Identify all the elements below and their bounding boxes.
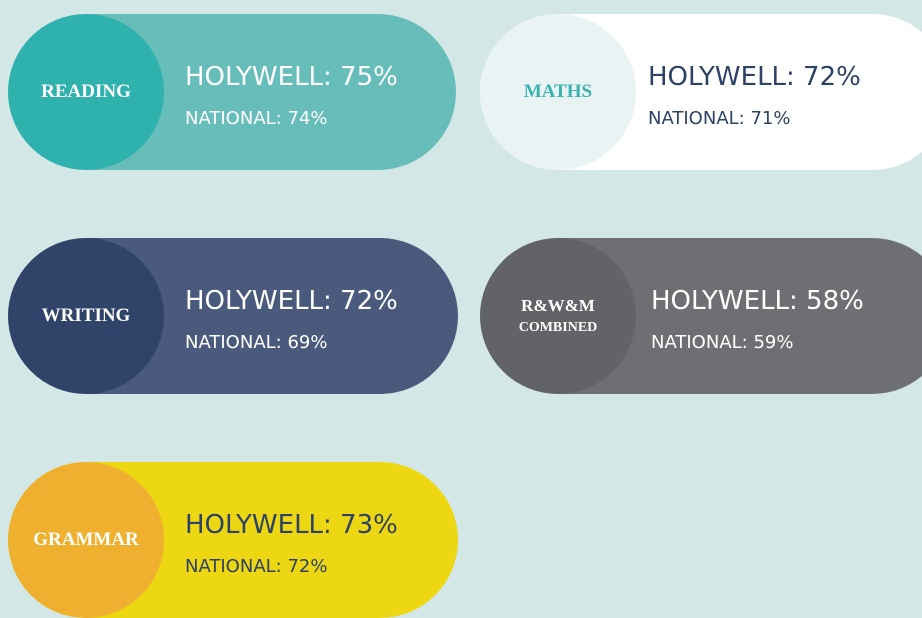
national-result: NATIONAL: 69% xyxy=(185,332,328,353)
stat-card: MATHS HOLYWELL: 72% NATIONAL: 71% xyxy=(480,14,922,170)
school-result: HOLYWELL: 72% xyxy=(185,286,398,316)
school-result: HOLYWELL: 73% xyxy=(185,510,398,540)
subject-label: R&W&M xyxy=(521,296,595,315)
stat-card: R&W&M COMBINED HOLYWELL: 58% NATIONAL: 59% xyxy=(480,238,922,394)
subject-badge: GRAMMAR xyxy=(8,462,164,618)
subject-badge: READING xyxy=(8,14,164,170)
school-result: HOLYWELL: 75% xyxy=(185,62,398,92)
subject-badge: MATHS xyxy=(480,14,636,170)
subject-label: WRITING xyxy=(41,305,131,326)
subject-badge: WRITING xyxy=(8,238,164,394)
subject-label: COMBINED xyxy=(518,320,598,335)
stat-card: WRITING HOLYWELL: 72% NATIONAL: 69% xyxy=(8,238,458,394)
subject-label: GRAMMAR xyxy=(33,529,139,550)
national-result: NATIONAL: 74% xyxy=(185,108,328,129)
subject-badge: R&W&M COMBINED xyxy=(480,238,636,394)
school-result: HOLYWELL: 72% xyxy=(648,62,861,92)
national-result: NATIONAL: 71% xyxy=(648,108,791,129)
stat-card: READING HOLYWELL: 75% NATIONAL: 74% xyxy=(8,14,456,170)
national-result: NATIONAL: 59% xyxy=(651,332,794,353)
national-result: NATIONAL: 72% xyxy=(185,556,328,577)
subject-label: MATHS xyxy=(523,81,593,102)
subject-label: READING xyxy=(41,81,131,102)
stat-card: GRAMMAR HOLYWELL: 73% NATIONAL: 72% xyxy=(8,462,458,618)
school-result: HOLYWELL: 58% xyxy=(651,286,864,316)
